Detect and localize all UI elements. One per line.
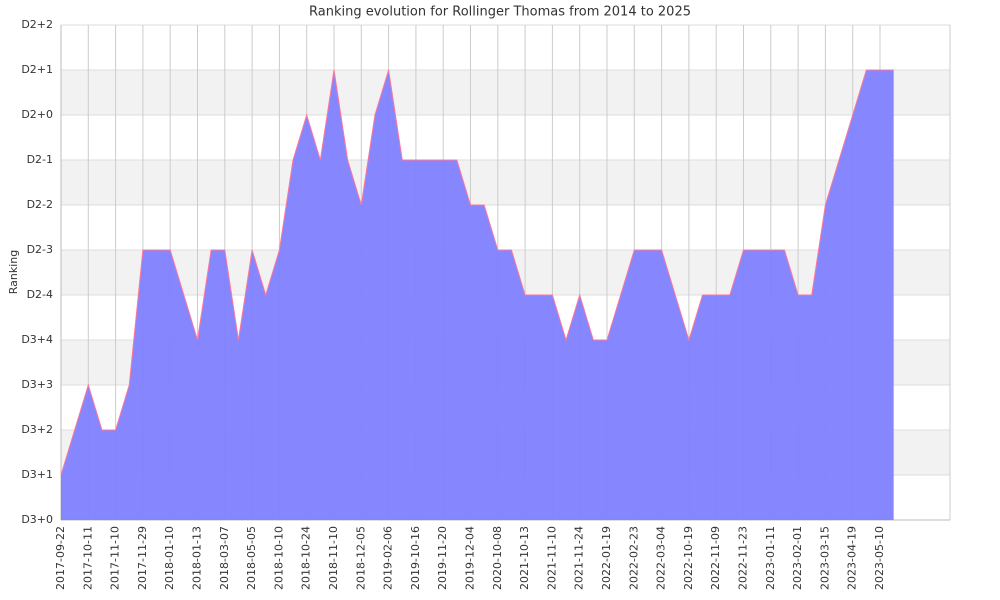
grid-band — [61, 160, 950, 205]
y-tick-label: D2-1 — [27, 153, 53, 166]
x-tick-label: 2019-12-04 — [464, 526, 477, 590]
x-tick-label: 2022-11-09 — [709, 526, 722, 590]
x-tick-label: 2021-11-24 — [573, 526, 586, 590]
y-tick-label: D2+0 — [21, 108, 53, 121]
y-tick-label: D2-3 — [27, 243, 53, 256]
chart-title: Ranking evolution for Rollinger Thomas f… — [309, 5, 691, 20]
x-tick-label: 2022-01-19 — [600, 526, 613, 590]
y-axis-label: Ranking — [7, 250, 20, 295]
y-tick-label: D2+1 — [21, 63, 53, 76]
x-tick-label: 2017-09-22 — [54, 526, 67, 590]
y-tick-label: D2-2 — [27, 198, 53, 211]
x-tick-label: 2018-10-10 — [272, 526, 285, 590]
x-tick-label: 2017-11-29 — [136, 526, 149, 590]
x-tick-label: 2020-10-08 — [491, 526, 504, 590]
x-tick-label: 2019-11-20 — [436, 526, 449, 590]
x-tick-label: 2023-02-01 — [791, 526, 804, 590]
line — [60, 69, 894, 476]
x-tick-label: 2018-01-13 — [191, 526, 204, 590]
x-tick-label: 2023-04-19 — [846, 526, 859, 590]
x-tick-label: 2022-02-23 — [627, 526, 640, 590]
x-tick-label: 2018-12-05 — [354, 526, 367, 590]
x-tick-label: 2017-11-10 — [109, 526, 122, 590]
x-tick-label: 2018-11-10 — [327, 526, 340, 590]
area — [61, 70, 894, 520]
x-tick-label: 2022-03-04 — [655, 526, 668, 590]
y-tick-label: D3+2 — [21, 423, 53, 436]
x-tick-label: 2018-10-24 — [300, 526, 313, 590]
x-tick-label: 2019-10-16 — [409, 526, 422, 590]
x-tick-label: 2023-01-11 — [764, 526, 777, 590]
y-tick-label: D2-4 — [27, 288, 53, 301]
x-tick-label: 2019-02-06 — [382, 526, 395, 590]
y-tick-label: D3+1 — [21, 468, 53, 481]
x-tick-label: 2017-10-11 — [81, 526, 94, 590]
y-tick-label: D3+3 — [21, 378, 53, 391]
x-tick-label: 2018-03-07 — [218, 526, 231, 590]
x-tick-label: 2021-10-13 — [518, 526, 531, 590]
x-tick-label: 2023-03-15 — [818, 526, 831, 590]
x-tick-label: 2023-05-10 — [873, 526, 886, 590]
y-tick-label: D2+2 — [21, 18, 53, 31]
x-tick-label: 2018-05-05 — [245, 526, 258, 590]
y-tick-label: D3+0 — [21, 513, 53, 526]
x-tick-label: 2018-01-10 — [163, 526, 176, 590]
x-tick-label: 2021-11-10 — [545, 526, 558, 590]
grid-band — [61, 70, 950, 115]
x-tick-label: 2022-11-23 — [737, 526, 750, 590]
y-tick-label: D3+4 — [21, 333, 53, 346]
x-tick-label: 2022-10-19 — [682, 526, 695, 590]
